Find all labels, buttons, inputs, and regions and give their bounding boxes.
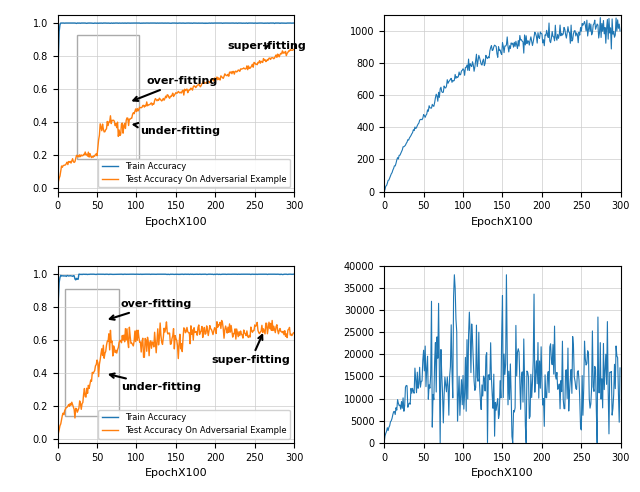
Test Accuracy On Adversarial Example [194, 82, 202, 88]
Test Accuracy On Adversarial Example [290, 47, 298, 53]
Test Accuracy On Adversarial Example [268, 317, 276, 323]
Train Accuracy [290, 271, 298, 277]
Test Accuracy On Adversarial Example [253, 61, 260, 67]
Train Accuracy [253, 20, 261, 26]
Train Accuracy [195, 271, 203, 277]
Test Accuracy On Adversarial Example [253, 319, 261, 325]
Line: Test Accuracy On Adversarial Example: Test Accuracy On Adversarial Example [58, 320, 294, 438]
Train Accuracy [194, 20, 202, 26]
Test Accuracy On Adversarial Example [54, 179, 62, 184]
Text: over-fitting: over-fitting [110, 299, 192, 320]
Test Accuracy On Adversarial Example [54, 430, 62, 436]
Train Accuracy [195, 20, 203, 26]
Train Accuracy [199, 20, 207, 26]
Test Accuracy On Adversarial Example [194, 324, 202, 330]
X-axis label: EpochX100: EpochX100 [145, 468, 207, 478]
Line: Train Accuracy: Train Accuracy [58, 23, 294, 114]
Train Accuracy [253, 272, 261, 277]
Train Accuracy [268, 20, 276, 26]
Legend: Train Accuracy, Test Accuracy On Adversarial Example: Train Accuracy, Test Accuracy On Adversa… [99, 410, 290, 439]
Text: under-fitting: under-fitting [134, 123, 220, 136]
Test Accuracy On Adversarial Example [268, 55, 275, 61]
Text: under-fitting: under-fitting [110, 373, 201, 392]
X-axis label: EpochX100: EpochX100 [471, 468, 534, 478]
Text: super-fitting: super-fitting [227, 41, 306, 51]
X-axis label: EpochX100: EpochX100 [471, 217, 534, 227]
Test Accuracy On Adversarial Example [287, 47, 294, 53]
Text: super-fitting: super-fitting [211, 335, 290, 366]
Test Accuracy On Adversarial Example [218, 317, 225, 323]
Test Accuracy On Adversarial Example [290, 330, 298, 336]
Line: Train Accuracy: Train Accuracy [58, 274, 294, 373]
Text: over-fitting: over-fitting [133, 76, 218, 101]
Test Accuracy On Adversarial Example [198, 81, 206, 87]
Train Accuracy [268, 271, 276, 277]
Train Accuracy [54, 53, 62, 59]
Train Accuracy [75, 271, 83, 277]
Train Accuracy [57, 20, 65, 26]
Train Accuracy [54, 296, 62, 302]
Train Accuracy [199, 271, 207, 277]
Train Accuracy [194, 272, 202, 277]
Test Accuracy On Adversarial Example [54, 184, 61, 189]
Test Accuracy On Adversarial Example [193, 332, 201, 338]
Train Accuracy [54, 111, 61, 117]
Test Accuracy On Adversarial Example [54, 435, 61, 441]
X-axis label: EpochX100: EpochX100 [145, 217, 207, 227]
Train Accuracy [290, 20, 298, 26]
Test Accuracy On Adversarial Example [198, 324, 206, 330]
Line: Test Accuracy On Adversarial Example: Test Accuracy On Adversarial Example [58, 50, 294, 186]
Train Accuracy [54, 370, 61, 376]
Legend: Train Accuracy, Test Accuracy On Adversarial Example: Train Accuracy, Test Accuracy On Adversa… [99, 158, 290, 187]
Test Accuracy On Adversarial Example [193, 82, 201, 88]
